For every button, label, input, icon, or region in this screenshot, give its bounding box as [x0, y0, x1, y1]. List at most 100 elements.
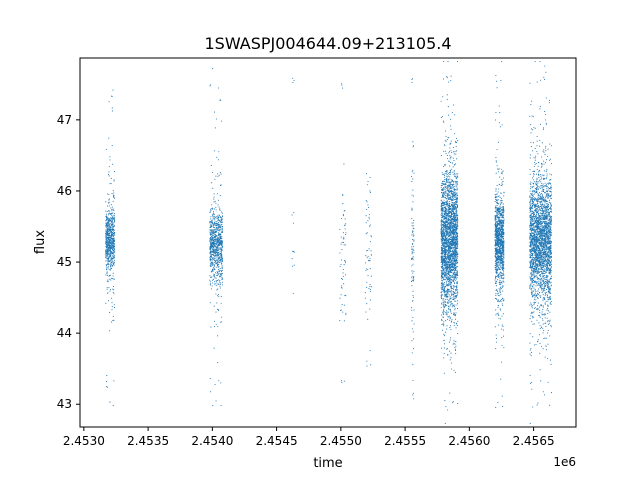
- data-point: [106, 243, 108, 245]
- data-point: [449, 267, 451, 269]
- data-point: [449, 272, 451, 274]
- data-point: [413, 239, 415, 241]
- data-point: [451, 231, 453, 234]
- data-point: [450, 352, 452, 354]
- data-point: [445, 269, 447, 271]
- data-point: [450, 225, 452, 227]
- data-point: [450, 197, 452, 199]
- data-point: [443, 257, 445, 259]
- data-point: [339, 297, 341, 299]
- data-point: [451, 245, 453, 247]
- data-point: [112, 234, 114, 236]
- data-point: [209, 231, 211, 233]
- data-point: [211, 237, 213, 239]
- data-point: [413, 240, 415, 242]
- data-point: [108, 311, 111, 314]
- data-point: [108, 238, 110, 240]
- data-point: [105, 260, 107, 262]
- data-point: [444, 179, 446, 181]
- data-point: [451, 207, 454, 209]
- data-point: [215, 243, 217, 245]
- data-point: [447, 409, 449, 411]
- data-point: [443, 279, 445, 281]
- data-point: [448, 265, 451, 267]
- data-point: [455, 241, 457, 243]
- data-point: [500, 294, 502, 296]
- data-point: [105, 237, 107, 239]
- data-point: [107, 261, 109, 263]
- data-point: [448, 282, 450, 284]
- data-point: [444, 266, 447, 268]
- data-point: [456, 137, 458, 139]
- data-point: [442, 283, 444, 285]
- data-point: [455, 209, 458, 211]
- data-point: [442, 279, 444, 281]
- data-point: [113, 220, 116, 222]
- data-point: [215, 241, 217, 243]
- data-point: [220, 295, 222, 297]
- data-point: [106, 381, 108, 383]
- data-point: [220, 258, 222, 261]
- data-point: [113, 218, 115, 221]
- data-point: [441, 224, 443, 226]
- data-point: [111, 309, 113, 311]
- data-point: [456, 220, 458, 222]
- data-point: [449, 319, 451, 321]
- data-point: [448, 291, 450, 293]
- data-point: [451, 271, 453, 274]
- data-point: [112, 212, 114, 214]
- data-point: [411, 246, 413, 248]
- data-point: [442, 233, 444, 235]
- data-point: [502, 326, 504, 328]
- data-point: [455, 173, 457, 175]
- data-point: [217, 225, 219, 227]
- data-point: [109, 263, 111, 265]
- data-point: [450, 248, 452, 250]
- data-point: [292, 82, 294, 84]
- data-point: [441, 248, 443, 250]
- data-point: [497, 251, 499, 253]
- data-point: [448, 150, 451, 152]
- data-point: [214, 248, 216, 250]
- data-point: [451, 229, 453, 231]
- data-point: [443, 307, 445, 309]
- data-point: [412, 141, 414, 143]
- data-point: [443, 183, 445, 185]
- data-point: [441, 195, 444, 197]
- data-point: [108, 205, 110, 207]
- data-point: [212, 264, 214, 266]
- data-point: [447, 267, 449, 269]
- data-point: [499, 176, 501, 178]
- data-point: [109, 210, 111, 212]
- data-point: [110, 259, 112, 261]
- data-point: [112, 163, 114, 165]
- data-point: [220, 220, 222, 222]
- data-point: [445, 296, 447, 298]
- data-point: [446, 291, 448, 293]
- data-point: [454, 208, 456, 210]
- data-point: [343, 264, 345, 266]
- data-point: [446, 225, 448, 228]
- data-point: [456, 266, 458, 268]
- data-point: [453, 160, 455, 162]
- data-point: [219, 287, 221, 289]
- data-point: [444, 270, 446, 272]
- data-point: [411, 252, 413, 254]
- data-point: [442, 329, 444, 331]
- data-point: [456, 274, 459, 276]
- data-point: [443, 221, 445, 223]
- data-point: [499, 223, 501, 225]
- data-point: [455, 228, 457, 230]
- data-point: [110, 204, 112, 206]
- data-point: [449, 187, 452, 189]
- data-point: [220, 321, 222, 323]
- data-point: [107, 232, 110, 235]
- data-point: [369, 190, 371, 192]
- data-point: [453, 275, 455, 277]
- data-point: [451, 151, 453, 154]
- data-point: [411, 208, 413, 210]
- data-point: [449, 296, 451, 298]
- data-point: [450, 310, 452, 312]
- data-point: [213, 240, 215, 242]
- data-point: [216, 272, 219, 274]
